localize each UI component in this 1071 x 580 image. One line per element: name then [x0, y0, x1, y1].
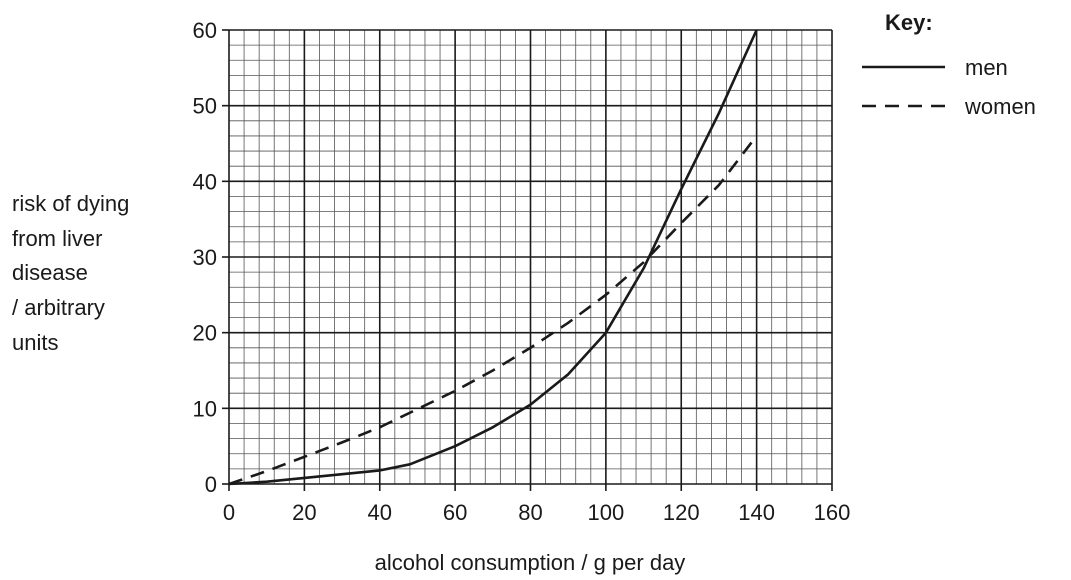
series-line-men: [228, 29, 758, 486]
y-tick-label: 20: [193, 321, 217, 346]
y-axis-label-line-5: units: [12, 330, 58, 355]
x-tick-labels: 0 20 40 60 80 100 120 140 160: [223, 500, 850, 525]
x-tick-label: 40: [368, 500, 392, 525]
y-axis-label-line-3: disease: [12, 260, 88, 285]
y-axis-label-line-4: / arbitrary: [12, 295, 105, 320]
x-tick-label: 0: [223, 500, 235, 525]
y-axis-label-line-1: risk of dying: [12, 191, 129, 216]
series-layer: [228, 29, 758, 486]
y-tick-label: 30: [193, 245, 217, 270]
series-line-women: [228, 135, 758, 486]
x-tick-label: 60: [443, 500, 467, 525]
y-tick-label: 50: [193, 94, 217, 119]
x-tick-label: 100: [588, 500, 625, 525]
x-tick-label: 80: [518, 500, 542, 525]
legend-label-women: women: [964, 94, 1036, 119]
y-tick-label: 0: [205, 472, 217, 497]
x-tick-label: 160: [814, 500, 851, 525]
x-axis-label: alcohol consumption / g per day: [375, 550, 686, 575]
legend-label-men: men: [965, 55, 1008, 80]
x-tick-label: 20: [292, 500, 316, 525]
y-tick-label: 40: [193, 169, 217, 194]
x-tick-label: 120: [663, 500, 700, 525]
legend: Key: men women: [862, 10, 1036, 119]
y-tick-label: 10: [193, 396, 217, 421]
y-tick-label: 60: [193, 18, 217, 43]
major-gridlines: [222, 29, 833, 491]
y-axis-label-line-2: from liver: [12, 226, 102, 251]
y-tick-labels: 0 10 20 30 40 50 60: [193, 18, 217, 497]
legend-title: Key:: [885, 10, 933, 35]
x-tick-label: 140: [738, 500, 775, 525]
